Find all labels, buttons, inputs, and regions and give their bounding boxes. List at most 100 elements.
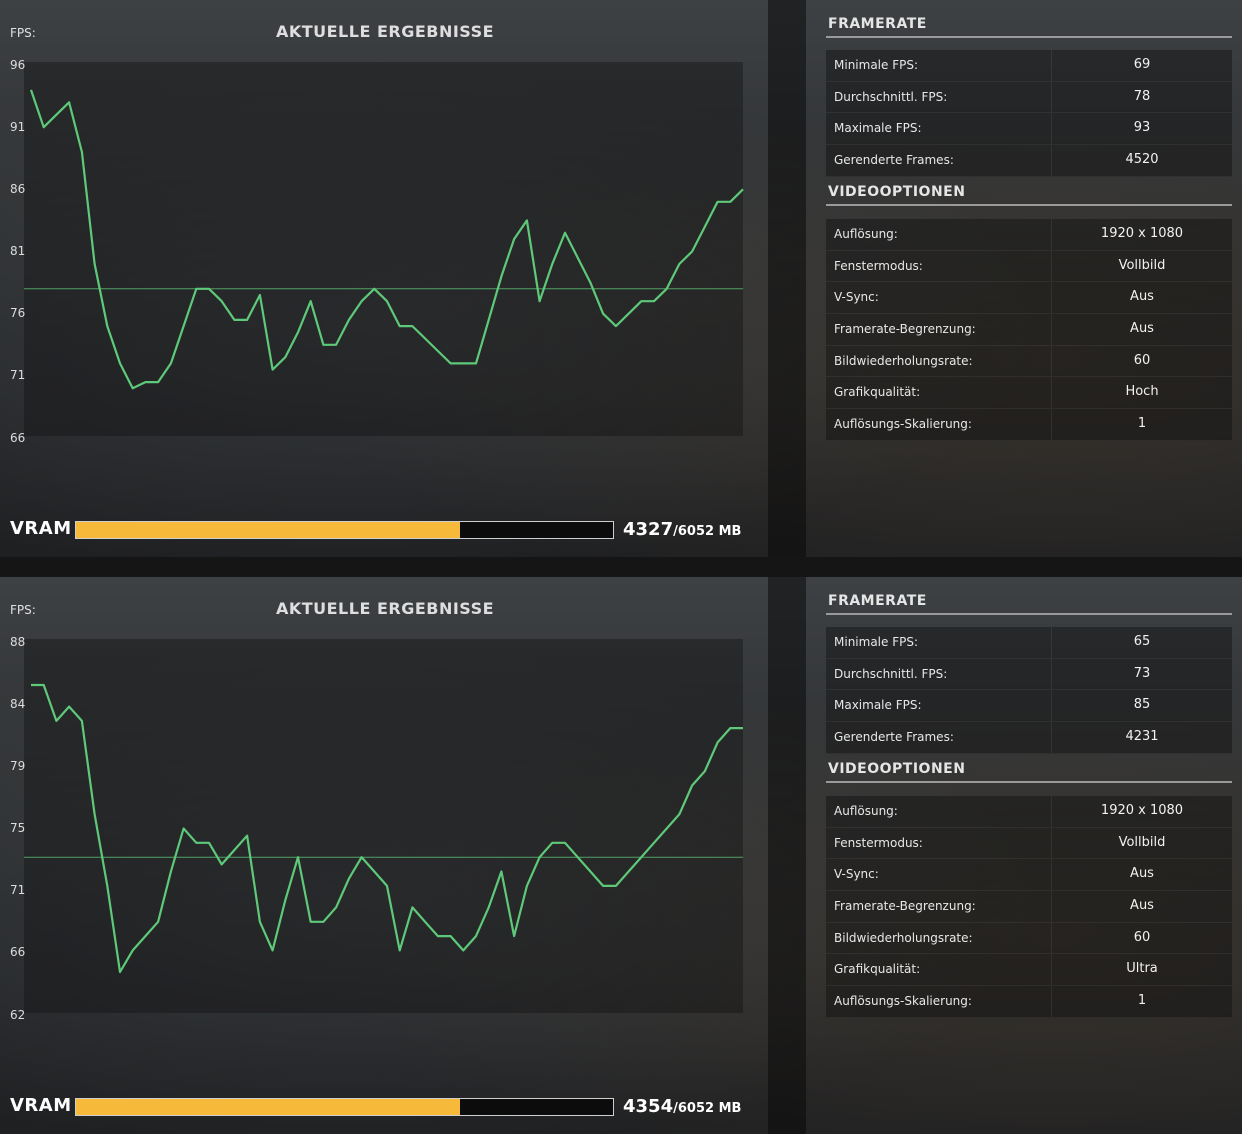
row-value: 4520	[1125, 152, 1159, 168]
fps-graph: FPS: AKTUELLE ERGEBNISSE 88 84 79 75 71 …	[0, 577, 760, 1037]
vram-total: /6052 MB	[673, 1101, 742, 1116]
row-label: Minimale FPS:	[834, 58, 918, 72]
video-options-table: Auflösung: 1920 x 1080 Fenstermodus: Vollb…	[826, 796, 1232, 1018]
y-tick-label: 96	[10, 58, 26, 72]
framerate-table: Minimale FPS: 65 Durchschnittl. FPS: 73 Ma…	[826, 627, 1232, 754]
row-value: 1	[1137, 416, 1147, 432]
row-value: 93	[1133, 120, 1151, 136]
fps-line-chart	[24, 683, 743, 974]
row-label: Grafikqualität:	[834, 962, 921, 977]
table-row: Fenstermodus: Vollbild	[826, 827, 1232, 860]
plot-area	[24, 62, 743, 436]
table-row: Framerate-Begrenzung: Aus	[826, 891, 1232, 923]
benchmark-panel-1: FPS: AKTUELLE ERGEBNISSE 96 91 86 81 76 …	[0, 0, 1242, 557]
row-label: Auflösungs-Skalierung:	[834, 994, 972, 1009]
table-row: Grafikqualität: Ultra	[826, 954, 1232, 987]
plot-area	[24, 639, 743, 1013]
table-row: Gerenderte Frames: 4231	[826, 722, 1232, 754]
video-options-table: Auflösung: 1920 x 1080 Fenstermodus: Vollb…	[826, 219, 1232, 441]
row-label: Framerate-Begrenzung:	[834, 322, 976, 337]
vram-used: 4354	[623, 1096, 674, 1117]
row-value: 60	[1133, 929, 1151, 945]
table-row: Grafikqualität: Hoch	[826, 377, 1232, 410]
row-label: Maximale FPS:	[834, 121, 922, 136]
row-value: 60	[1133, 352, 1151, 368]
table-row: Auflösung: 1920 x 1080	[826, 796, 1232, 828]
fps-axis-label: FPS:	[10, 26, 36, 40]
row-value: 4231	[1125, 729, 1159, 745]
y-tick-label: 71	[10, 368, 26, 382]
table-row: Fenstermodus: Vollbild	[826, 250, 1232, 283]
y-tick-label: 66	[10, 431, 26, 445]
table-row: Maximale FPS: 85	[826, 690, 1232, 723]
table-row: Durchschnittl. FPS: 78	[826, 81, 1232, 114]
benchmark-panel-2: FPS: AKTUELLE ERGEBNISSE 88 84 79 75 71 …	[0, 577, 1242, 1134]
row-value: Ultra	[1126, 961, 1158, 977]
y-tick-label: 86	[10, 182, 26, 196]
row-label: V-Sync:	[834, 290, 879, 305]
row-label: Grafikqualität:	[834, 385, 921, 400]
table-row: V-Sync: Aus	[826, 859, 1232, 892]
fps-axis-label: FPS:	[10, 603, 36, 617]
table-row: Bildwiederholungsrate: 60	[826, 345, 1232, 378]
video-options-section-title: VIDEOOPTIONEN	[826, 761, 1232, 783]
y-tick-label: 81	[10, 244, 26, 258]
row-value: Vollbild	[1118, 257, 1166, 273]
row-value: 1920 x 1080	[1100, 226, 1184, 241]
row-label: Auflösung:	[834, 804, 898, 818]
table-row: Durchschnittl. FPS: 73	[826, 658, 1232, 691]
table-row: Maximale FPS: 93	[826, 113, 1232, 146]
table-row: Bildwiederholungsrate: 60	[826, 922, 1232, 955]
panel-divider	[768, 577, 806, 1134]
table-row: Gerenderte Frames: 4520	[826, 145, 1232, 177]
vram-bar-fill	[76, 1099, 460, 1115]
row-value: 69	[1133, 57, 1151, 72]
vram-used: 4327	[623, 519, 674, 540]
table-row: Auflösungs-Skalierung: 1	[826, 409, 1232, 441]
row-label: Fenstermodus:	[834, 835, 923, 850]
row-label: Gerenderte Frames:	[834, 153, 954, 168]
vram-label: VRAM	[10, 1095, 72, 1116]
row-label: Auflösungs-Skalierung:	[834, 417, 972, 432]
y-tick-label: 71	[10, 883, 26, 897]
fps-series-line	[29, 89, 744, 390]
vram-readout: 4327/6052 MB	[623, 519, 741, 540]
row-value: Aus	[1130, 898, 1154, 914]
background-scene	[0, 0, 1242, 557]
framerate-section-title: FRAMERATE	[826, 16, 1232, 38]
vram-total: /6052 MB	[673, 524, 742, 539]
row-value: Vollbild	[1118, 834, 1166, 850]
fps-graph: FPS: AKTUELLE ERGEBNISSE 96 91 86 81 76 …	[0, 0, 760, 460]
row-value: Hoch	[1125, 384, 1159, 400]
row-value: 85	[1133, 697, 1151, 713]
row-value: Aus	[1130, 289, 1154, 305]
y-tick-label: 75	[10, 821, 26, 835]
row-value: 78	[1133, 88, 1151, 104]
table-row: Minimale FPS: 65	[826, 627, 1232, 659]
table-row: Auflösungs-Skalierung: 1	[826, 986, 1232, 1018]
row-label: Durchschnittl. FPS:	[834, 666, 948, 681]
framerate-section-title: FRAMERATE	[826, 593, 1232, 615]
y-tick-label: 76	[10, 306, 26, 320]
y-tick-label: 91	[10, 120, 26, 134]
row-label: Minimale FPS:	[834, 635, 918, 649]
row-label: Auflösung:	[834, 227, 898, 241]
row-label: V-Sync:	[834, 867, 879, 882]
background-scene	[0, 577, 1242, 1134]
y-tick-label: 79	[10, 759, 26, 773]
vram-bar	[75, 521, 614, 539]
vram-bar-fill	[76, 522, 460, 538]
row-label: Bildwiederholungsrate:	[834, 353, 973, 368]
row-label: Maximale FPS:	[834, 698, 922, 713]
panel-divider	[768, 0, 806, 557]
table-row: Auflösung: 1920 x 1080	[826, 219, 1232, 251]
row-label: Durchschnittl. FPS:	[834, 89, 948, 104]
vram-label: VRAM	[10, 518, 72, 539]
video-options-section-title: VIDEOOPTIONEN	[826, 184, 1232, 206]
graph-title: AKTUELLE ERGEBNISSE	[275, 22, 495, 41]
table-row: Framerate-Begrenzung: Aus	[826, 314, 1232, 346]
row-label: Gerenderte Frames:	[834, 730, 954, 745]
row-value: Aus	[1130, 321, 1154, 337]
row-value: Aus	[1130, 866, 1154, 882]
y-tick-label: 88	[10, 635, 26, 649]
